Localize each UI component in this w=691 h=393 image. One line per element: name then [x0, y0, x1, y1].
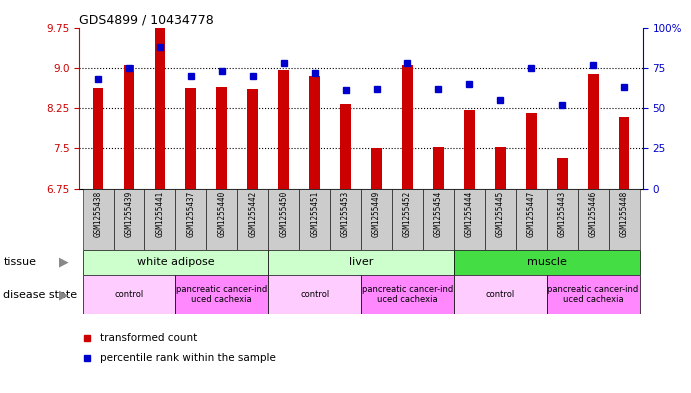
- Text: GSM1255452: GSM1255452: [403, 191, 412, 237]
- Bar: [361, 275, 454, 314]
- Bar: [618, 117, 630, 189]
- Bar: [207, 189, 237, 250]
- Text: GSM1255453: GSM1255453: [341, 191, 350, 237]
- Bar: [557, 158, 567, 189]
- Bar: [578, 189, 609, 250]
- Bar: [82, 250, 268, 275]
- Text: GSM1255442: GSM1255442: [248, 191, 257, 237]
- Bar: [588, 74, 598, 189]
- Bar: [485, 189, 515, 250]
- Bar: [268, 189, 299, 250]
- Bar: [144, 189, 176, 250]
- Bar: [402, 65, 413, 189]
- Bar: [268, 250, 454, 275]
- Bar: [278, 70, 289, 189]
- Text: percentile rank within the sample: percentile rank within the sample: [100, 353, 276, 363]
- Bar: [237, 189, 268, 250]
- Bar: [309, 76, 320, 189]
- Bar: [124, 65, 134, 189]
- Bar: [185, 88, 196, 189]
- Bar: [547, 189, 578, 250]
- Bar: [464, 110, 475, 189]
- Bar: [82, 275, 176, 314]
- Bar: [371, 148, 382, 189]
- Text: pancreatic cancer-ind
uced cachexia: pancreatic cancer-ind uced cachexia: [176, 285, 267, 305]
- Text: transformed count: transformed count: [100, 333, 197, 343]
- Bar: [340, 104, 351, 189]
- Text: GSM1255448: GSM1255448: [620, 191, 629, 237]
- Text: control: control: [300, 290, 329, 299]
- Bar: [330, 189, 361, 250]
- Text: ▶: ▶: [59, 288, 69, 301]
- Text: GDS4899 / 10434778: GDS4899 / 10434778: [79, 13, 214, 26]
- Bar: [268, 275, 361, 314]
- Text: GSM1255451: GSM1255451: [310, 191, 319, 237]
- Text: liver: liver: [349, 257, 373, 267]
- Text: muscle: muscle: [527, 257, 567, 267]
- Text: GSM1255443: GSM1255443: [558, 191, 567, 237]
- Text: GSM1255437: GSM1255437: [187, 191, 196, 237]
- Bar: [247, 89, 258, 189]
- Bar: [433, 147, 444, 189]
- Bar: [526, 114, 537, 189]
- Text: pancreatic cancer-ind
uced cachexia: pancreatic cancer-ind uced cachexia: [547, 285, 638, 305]
- Text: GSM1255454: GSM1255454: [434, 191, 443, 237]
- Bar: [392, 189, 423, 250]
- Text: GSM1255447: GSM1255447: [527, 191, 536, 237]
- Bar: [454, 189, 485, 250]
- Text: GSM1255441: GSM1255441: [155, 191, 164, 237]
- Text: GSM1255446: GSM1255446: [589, 191, 598, 237]
- Bar: [155, 26, 165, 189]
- Bar: [547, 275, 640, 314]
- Text: GSM1255440: GSM1255440: [217, 191, 227, 237]
- Bar: [515, 189, 547, 250]
- Text: pancreatic cancer-ind
uced cachexia: pancreatic cancer-ind uced cachexia: [362, 285, 453, 305]
- Text: GSM1255444: GSM1255444: [465, 191, 474, 237]
- Text: ▶: ▶: [59, 256, 69, 269]
- Bar: [176, 275, 268, 314]
- Text: control: control: [114, 290, 144, 299]
- Text: GSM1255438: GSM1255438: [93, 191, 102, 237]
- Bar: [299, 189, 330, 250]
- Bar: [361, 189, 392, 250]
- Text: tissue: tissue: [3, 257, 37, 267]
- Text: disease state: disease state: [3, 290, 77, 300]
- Text: GSM1255449: GSM1255449: [372, 191, 381, 237]
- Bar: [423, 189, 454, 250]
- Bar: [93, 88, 104, 189]
- Bar: [454, 275, 547, 314]
- Bar: [495, 147, 506, 189]
- Bar: [113, 189, 144, 250]
- Text: GSM1255439: GSM1255439: [124, 191, 133, 237]
- Bar: [216, 86, 227, 189]
- Text: control: control: [486, 290, 515, 299]
- Bar: [454, 250, 640, 275]
- Text: GSM1255445: GSM1255445: [495, 191, 505, 237]
- Bar: [176, 189, 207, 250]
- Text: GSM1255450: GSM1255450: [279, 191, 288, 237]
- Bar: [82, 189, 113, 250]
- Bar: [609, 189, 640, 250]
- Text: white adipose: white adipose: [137, 257, 214, 267]
